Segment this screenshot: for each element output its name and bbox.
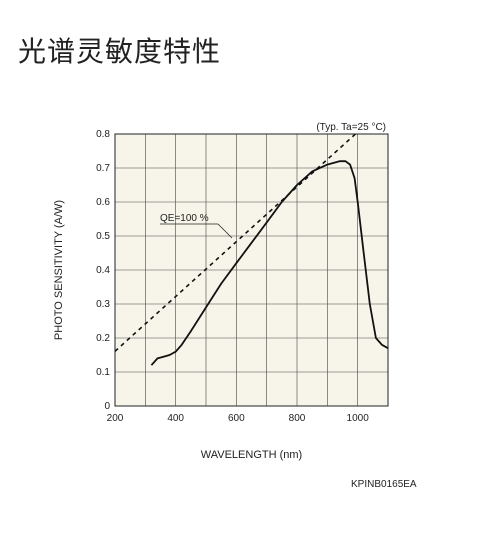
plot-frame	[114, 133, 389, 407]
y-tick-label: 0	[104, 401, 110, 412]
figure-code: KPINB0165EA	[351, 479, 417, 490]
y-tick-label: 0.8	[96, 129, 110, 140]
qe-leader-line	[217, 223, 233, 239]
y-axis-label: PHOTO SENSITIVITY (A/W)	[53, 200, 65, 340]
x-tick-label: 400	[167, 413, 184, 424]
qe-label: QE=100 %	[160, 213, 209, 224]
x-tick-label: 200	[107, 413, 124, 424]
y-tick-label: 0.7	[96, 163, 110, 174]
y-tick-label: 0.4	[96, 265, 110, 276]
y-tick-label: 0.3	[96, 299, 110, 310]
conditions-annotation: (Typ. Ta=25 °C)	[316, 122, 386, 133]
y-tick-label: 0.1	[96, 367, 110, 378]
page-title: 光谱灵敏度特性	[18, 35, 222, 68]
y-tick-label: 0.6	[96, 197, 110, 208]
x-tick-label: 1000	[347, 413, 370, 424]
y-tick-label: 0.2	[96, 333, 110, 344]
qe-100-line	[114, 131, 359, 352]
x-tick-label: 800	[289, 413, 306, 424]
y-tick-label: 0.5	[96, 231, 110, 242]
x-tick-label: 600	[228, 413, 245, 424]
x-axis-label: WAVELENGTH (nm)	[201, 449, 302, 461]
